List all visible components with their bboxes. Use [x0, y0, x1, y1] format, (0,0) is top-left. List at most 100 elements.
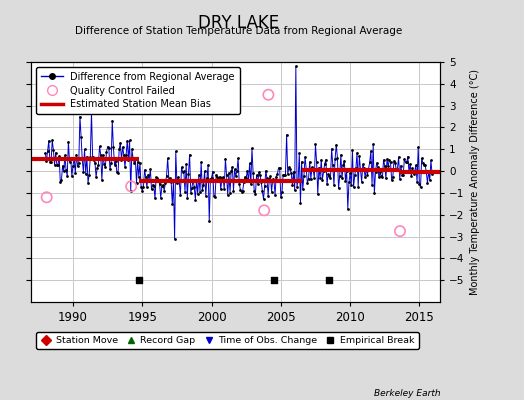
Point: [63, 173, 71, 179]
Point: [228, 164, 236, 170]
Point: [367, 148, 375, 154]
Point: [163, 155, 172, 162]
Point: [224, 192, 232, 198]
Point: [385, 157, 394, 164]
Point: [302, 166, 310, 172]
Point: [68, 173, 76, 179]
Point: [353, 150, 361, 156]
Point: [421, 162, 429, 168]
Point: [427, 157, 435, 164]
Point: [264, 92, 272, 98]
Point: [280, 172, 289, 178]
Point: [348, 147, 357, 154]
Point: [86, 154, 94, 160]
Point: [239, 179, 248, 185]
Point: [379, 157, 388, 163]
Point: [243, 168, 252, 174]
Point: [315, 164, 323, 171]
Point: [94, 162, 103, 168]
Point: [152, 174, 160, 180]
Point: [145, 176, 154, 183]
Legend: Station Move, Record Gap, Time of Obs. Change, Empirical Break: Station Move, Record Gap, Time of Obs. C…: [36, 332, 419, 349]
Point: [424, 168, 433, 174]
Point: [119, 152, 128, 158]
Point: [264, 193, 272, 199]
Point: [70, 154, 79, 161]
Point: [102, 148, 111, 155]
Point: [109, 144, 117, 150]
Point: [167, 179, 176, 185]
Point: [344, 206, 352, 212]
Point: [197, 159, 205, 166]
Point: [414, 144, 422, 150]
Point: [245, 160, 254, 167]
Point: [55, 153, 63, 159]
Point: [46, 159, 54, 165]
Point: [400, 156, 409, 162]
Point: [393, 165, 401, 172]
Point: [230, 188, 238, 194]
Point: [242, 174, 250, 181]
Point: [347, 182, 355, 188]
Point: [219, 174, 227, 180]
Point: [335, 173, 344, 179]
Point: [399, 172, 407, 178]
Point: [61, 152, 69, 158]
Point: [203, 175, 211, 181]
Point: [328, 146, 336, 152]
Point: [288, 182, 297, 188]
Point: [303, 180, 312, 186]
Point: [50, 162, 59, 168]
Point: [58, 163, 67, 169]
Point: [343, 168, 351, 174]
Point: [154, 178, 162, 184]
Point: [261, 168, 270, 174]
Point: [69, 162, 77, 169]
Point: [108, 118, 116, 124]
Point: [278, 189, 286, 195]
Point: [128, 146, 136, 152]
Point: [122, 152, 130, 158]
Point: [287, 170, 296, 176]
Point: [77, 134, 85, 140]
Point: [270, 277, 278, 283]
Point: [51, 149, 60, 156]
Point: [269, 176, 277, 182]
Point: [373, 160, 381, 166]
Point: [355, 153, 364, 159]
Point: [83, 153, 91, 160]
Point: [236, 187, 245, 193]
Point: [41, 150, 49, 156]
Point: [121, 164, 129, 170]
Point: [153, 174, 161, 181]
Point: [161, 180, 170, 186]
Point: [78, 156, 86, 162]
Point: [185, 152, 194, 158]
Point: [357, 178, 366, 185]
Point: [332, 141, 341, 148]
Point: [112, 158, 120, 164]
Point: [143, 184, 151, 190]
Point: [304, 175, 313, 182]
Point: [255, 169, 263, 176]
Point: [136, 160, 144, 166]
Point: [177, 164, 185, 170]
Point: [127, 183, 135, 190]
Point: [43, 148, 52, 154]
Point: [286, 166, 294, 173]
Point: [140, 167, 149, 173]
Point: [372, 169, 380, 175]
Point: [407, 173, 416, 179]
Point: [99, 152, 107, 158]
Point: [244, 178, 253, 184]
Point: [113, 169, 121, 176]
Point: [133, 180, 141, 186]
Point: [201, 168, 209, 174]
Point: [173, 180, 181, 186]
Point: [270, 177, 278, 184]
Point: [62, 167, 70, 173]
Point: [310, 175, 319, 181]
Point: [215, 174, 224, 180]
Point: [277, 194, 285, 201]
Point: [193, 190, 202, 197]
